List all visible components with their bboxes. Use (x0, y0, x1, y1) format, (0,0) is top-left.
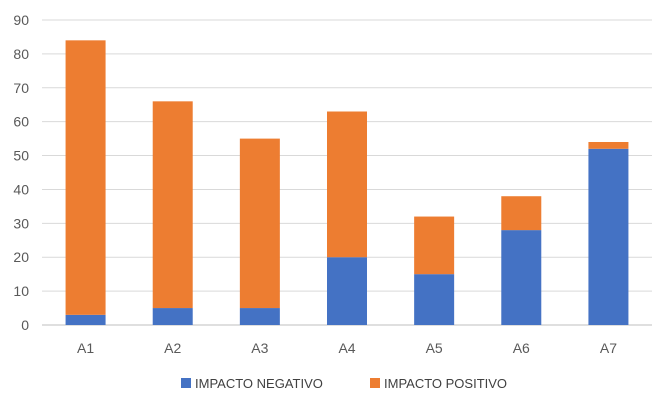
bar-negativo-a2 (152, 308, 193, 325)
bar-positivo-a5 (414, 216, 455, 275)
bar-positivo-a3 (239, 138, 280, 309)
legend: IMPACTO NEGATIVO IMPACTO POSITIVO (181, 376, 507, 391)
bar-negativo-a6 (501, 230, 542, 325)
bar-negativo-a3 (239, 308, 280, 325)
bar-negativo-a1 (65, 314, 106, 325)
bar-negativo-a7 (588, 148, 629, 325)
legend-swatch (370, 378, 380, 388)
legend-swatch (181, 378, 191, 388)
y-tick-label: 50 (13, 148, 29, 164)
x-tick-label: A7 (600, 340, 617, 356)
bars (65, 40, 629, 325)
x-tick-label: A6 (513, 340, 530, 356)
bar-positivo-a2 (152, 101, 193, 309)
x-axis-ticks: A1 A2 A3 A4 A5 A6 A7 (77, 340, 617, 356)
x-tick-label: A5 (426, 340, 443, 356)
legend-label: IMPACTO POSITIVO (384, 376, 507, 391)
y-tick-label: 10 (13, 283, 29, 299)
x-tick-label: A1 (77, 340, 94, 356)
y-axis-ticks: 0 10 20 30 40 50 60 70 80 90 (13, 12, 29, 333)
y-tick-label: 20 (13, 249, 29, 265)
x-tick-label: A4 (338, 340, 355, 356)
x-tick-label: A2 (164, 340, 181, 356)
bar-positivo-a7 (588, 142, 629, 149)
y-tick-label: 30 (13, 215, 29, 231)
bar-positivo-a6 (501, 196, 542, 231)
bar-negativo-a5 (414, 274, 455, 325)
y-tick-label: 90 (13, 12, 29, 28)
x-tick-label: A3 (251, 340, 268, 356)
y-tick-label: 70 (13, 80, 29, 96)
bar-positivo-a4 (327, 111, 367, 258)
legend-label: IMPACTO NEGATIVO (195, 376, 323, 391)
y-tick-label: 60 (13, 114, 29, 130)
y-tick-label: 0 (21, 317, 29, 333)
y-tick-label: 80 (13, 46, 29, 62)
bar-positivo-a1 (65, 40, 106, 315)
bar-negativo-a4 (327, 257, 367, 325)
y-tick-label: 40 (13, 181, 29, 197)
